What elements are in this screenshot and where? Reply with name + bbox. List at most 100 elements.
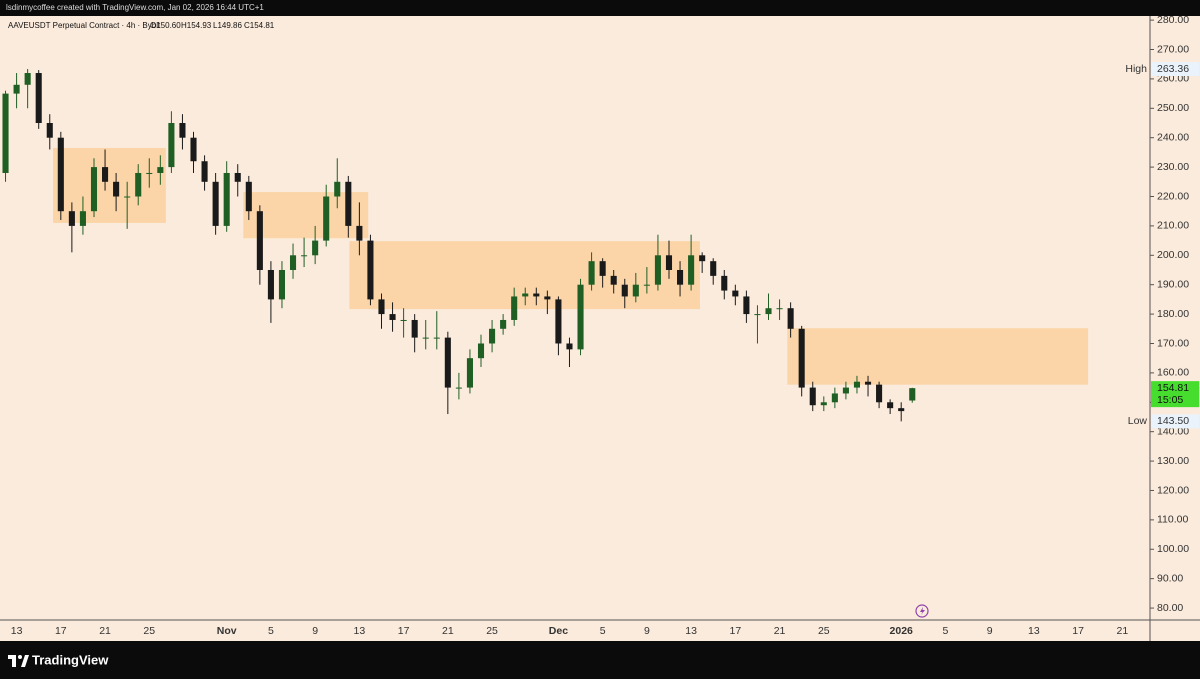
candle-body — [146, 172, 153, 174]
zone — [787, 328, 1089, 385]
candle-body — [289, 255, 297, 270]
candle-body — [876, 384, 883, 403]
candle-body — [367, 240, 374, 300]
high-text: High — [1125, 63, 1147, 75]
candle-body — [334, 181, 341, 197]
candle-body — [13, 84, 20, 94]
candle-body — [113, 181, 120, 197]
brand: TradingView — [32, 652, 109, 667]
logo-mark — [8, 655, 16, 667]
candles — [2, 69, 916, 422]
x-tick-label: 9 — [312, 625, 318, 637]
candle-body — [610, 275, 617, 285]
high-value: 263.36 — [1157, 63, 1189, 75]
x-tick-label: 25 — [486, 625, 498, 637]
logo-dot — [18, 655, 22, 659]
candle-body — [157, 167, 164, 173]
candle-body — [102, 167, 109, 182]
ohlc-high: H154.93 — [181, 21, 212, 30]
candle-body — [345, 181, 352, 226]
candle-body — [555, 299, 562, 344]
candle-body — [765, 308, 772, 315]
y-tick-label: 270.00 — [1157, 43, 1189, 55]
symbol: AAVEUSDT Perpetual Contract · 4h · Bybit — [8, 21, 161, 30]
candle-body — [909, 388, 916, 401]
zones — [53, 147, 1089, 385]
candle-body — [798, 328, 805, 388]
candle-body — [887, 402, 894, 409]
candle-body — [278, 269, 286, 300]
ohlc-close: C154.81 — [244, 21, 275, 30]
y-tick-label: 280.00 — [1157, 14, 1189, 26]
candle-body — [201, 161, 208, 182]
candle-body — [79, 211, 86, 226]
candle-body — [68, 211, 75, 226]
candle-body — [168, 123, 175, 168]
x-tick-label: 21 — [99, 625, 111, 637]
candle-body — [533, 293, 540, 297]
y-tick-label: 250.00 — [1157, 102, 1189, 114]
x-tick-label: 9 — [987, 625, 993, 637]
x-tick-label: 5 — [943, 625, 949, 637]
candle-body — [444, 337, 451, 388]
x-tick-label: Dec — [549, 625, 568, 637]
y-tick-label: 80.00 — [1157, 602, 1183, 614]
x-tick-label: 21 — [442, 625, 454, 637]
x-tick-label: 25 — [143, 625, 155, 637]
candle-body — [267, 269, 274, 300]
y-tick-label: 200.00 — [1157, 249, 1189, 261]
x-tick-label: 25 — [818, 625, 830, 637]
candle-body — [234, 172, 241, 182]
alert-circle — [915, 604, 929, 618]
x-tick-label: 21 — [1117, 625, 1129, 637]
y-tick-label: 240.00 — [1157, 131, 1189, 143]
last-price-box — [1151, 381, 1199, 408]
candle-body — [743, 296, 750, 315]
credit: lsdinmycoffee created with TradingView.c… — [6, 3, 264, 12]
candle-body — [654, 255, 661, 285]
candle-body — [455, 387, 462, 389]
candle-body — [643, 284, 650, 286]
candle-body — [57, 137, 64, 212]
candle-body — [212, 181, 219, 226]
candle-body — [190, 137, 197, 162]
candle-body — [699, 255, 706, 262]
candle-body — [312, 240, 319, 256]
top-bar — [0, 0, 1200, 16]
candle-body — [776, 308, 783, 310]
candle-body — [411, 319, 418, 338]
last-price: 154.81 — [1157, 382, 1189, 394]
candle-body — [477, 343, 485, 359]
brand-logo — [8, 655, 29, 667]
x-tick-label: 21 — [774, 625, 786, 637]
alert-icon[interactable] — [915, 604, 929, 618]
candle-body — [301, 255, 308, 257]
low-box — [1151, 414, 1199, 429]
x-tick-label: 17 — [729, 625, 741, 637]
y-tick-label: 120.00 — [1157, 484, 1189, 496]
low-text: Low — [1128, 415, 1148, 427]
candle-body — [179, 123, 186, 138]
candle-body — [223, 172, 230, 226]
y-tick-label: 180.00 — [1157, 308, 1189, 320]
alert-bolt — [920, 607, 925, 615]
high-box — [1151, 62, 1199, 77]
y-tick-label: 210.00 — [1157, 220, 1189, 232]
candle-body — [90, 167, 98, 212]
candle-body — [632, 284, 639, 297]
x-tick-label: 5 — [268, 625, 274, 637]
candle-body — [378, 299, 385, 315]
countdown: 15:05 — [1157, 394, 1183, 406]
candle-body — [256, 211, 263, 270]
y-tick-label: 140.00 — [1157, 425, 1189, 437]
candle-body — [688, 255, 695, 285]
candle-body — [588, 261, 595, 285]
x-tick-label: 17 — [398, 625, 410, 637]
candle-body — [433, 337, 440, 339]
candle-body — [831, 393, 838, 403]
candle-body — [787, 308, 794, 329]
x-tick-label: 13 — [685, 625, 697, 637]
candle-body — [466, 358, 473, 388]
